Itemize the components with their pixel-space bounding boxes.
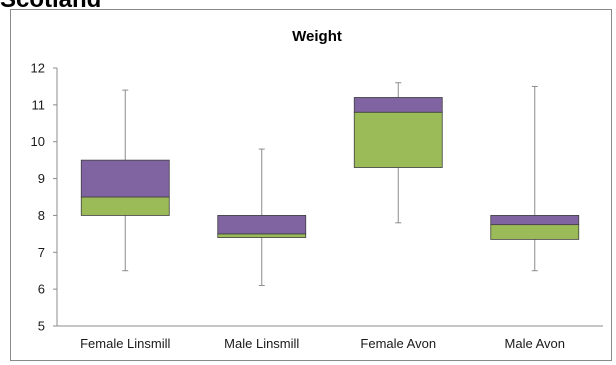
y-tick-label: 8 [38, 208, 45, 223]
box-upper [490, 215, 580, 226]
chart-area: Weight 5 6 7 8 9 10 11 12 Female Linsmill Male L… [10, 9, 612, 361]
y-tick-label: 12 [31, 61, 45, 76]
weight-box-plot: Weight 5 6 7 8 9 10 11 12 Female Linsmill Male L… [31, 28, 603, 351]
category-label: Male Linsmill [224, 336, 299, 351]
box-lower [80, 196, 170, 216]
category-label: Female Linsmill [80, 336, 170, 351]
axis-layer: 5 6 7 8 9 10 11 12 [31, 61, 603, 334]
y-tick-label: 10 [31, 134, 45, 149]
box-layer [80, 82, 580, 286]
box-upper [353, 97, 443, 113]
y-tick-label: 7 [38, 245, 45, 260]
box-lower [217, 233, 307, 238]
category-label: Female Avon [360, 336, 436, 351]
box-upper [80, 159, 170, 198]
y-tick-label: 9 [38, 171, 45, 186]
box-lower [490, 224, 580, 240]
y-tick-label: 6 [38, 282, 45, 297]
label-layer: Female Linsmill Male Linsmill Female Avon M… [80, 336, 565, 351]
box-lower [353, 111, 443, 168]
y-tick-label: 5 [38, 319, 45, 334]
y-tick-label: 11 [32, 97, 46, 112]
chart-title: Weight [292, 28, 342, 45]
category-label: Male Avon [505, 336, 565, 351]
box-upper [217, 215, 307, 235]
